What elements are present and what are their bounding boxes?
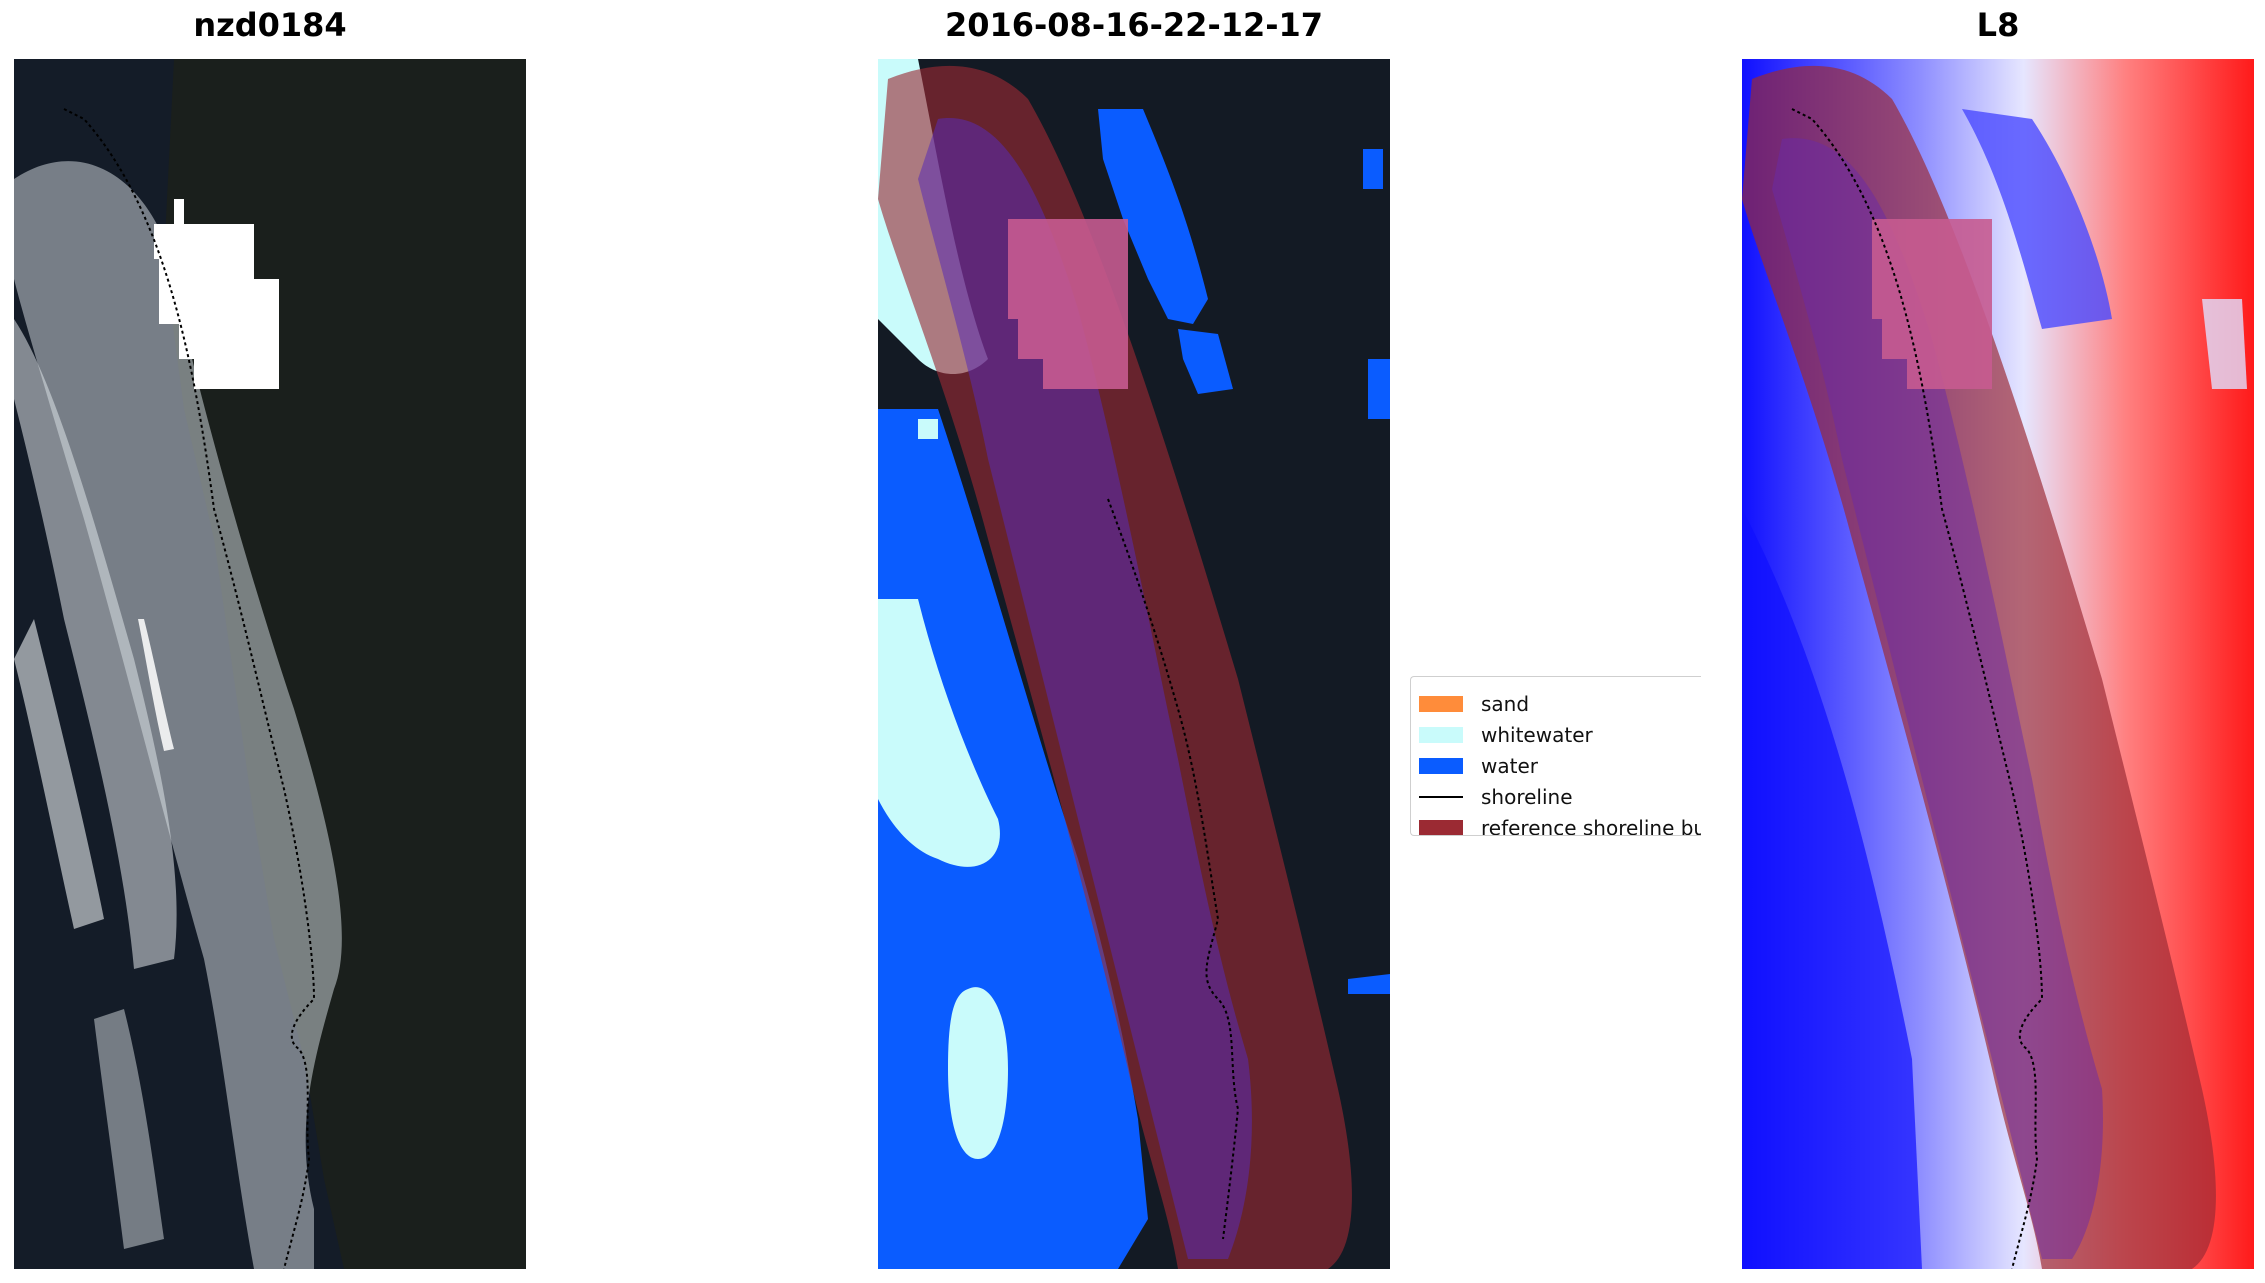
whitewater-swatch [1419, 727, 1463, 743]
rgb-image [14, 59, 526, 1269]
index-image [1742, 59, 2254, 1269]
legend-label-water: water [1481, 754, 1538, 778]
panel-title-rgb: nzd0184 [193, 6, 347, 44]
legend-label-reference-buffer: reference shoreline buffer [1481, 816, 1701, 836]
legend-item-reference-buffer: reference shoreline buffer [1419, 815, 1701, 836]
water-swatch [1419, 758, 1463, 774]
legend-item-water: water [1419, 753, 1538, 779]
legend-label-whitewater: whitewater [1481, 723, 1593, 747]
classification-image [878, 59, 1390, 1269]
reference-buffer-swatch [1419, 820, 1463, 835]
panel-title-classification: 2016-08-16-22-12-17 [944, 6, 1324, 44]
index-panel [1742, 59, 2254, 1269]
legend-item-shoreline: shoreline [1419, 784, 1573, 810]
legend-label-shoreline: shoreline [1481, 785, 1573, 809]
sand-swatch [1419, 696, 1463, 712]
legend-label-sand: sand [1481, 692, 1530, 716]
legend-item-whitewater: whitewater [1419, 722, 1593, 748]
legend-item-sand: sand [1419, 691, 1529, 717]
panel-title-index: L8 [1976, 6, 2020, 44]
legend: sand whitewater water shoreline referenc… [1410, 676, 1701, 836]
rgb-image-panel [14, 59, 526, 1269]
shoreline-line-icon [1419, 796, 1463, 798]
classification-panel [878, 59, 1390, 1269]
